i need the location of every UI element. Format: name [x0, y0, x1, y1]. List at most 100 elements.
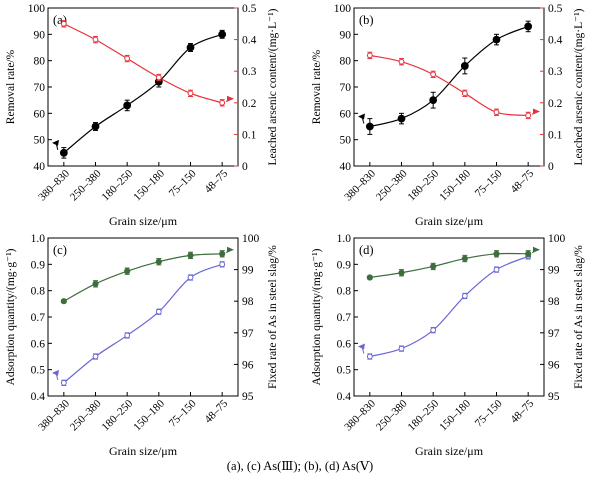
- left-tick-label: 70: [340, 82, 352, 94]
- right-tick-label: 98: [548, 296, 560, 308]
- data-point: [461, 90, 468, 97]
- right-tick-label: 0.3: [242, 66, 257, 78]
- series-line-1: [369, 25, 529, 128]
- data-point: [92, 36, 99, 43]
- right-tick-label: 95: [548, 391, 560, 403]
- left-tick-label: 0.4: [31, 391, 46, 403]
- data-point: [124, 268, 131, 275]
- left-tick-label: 0.5: [337, 365, 352, 377]
- left-tick-label: 0.6: [337, 338, 352, 350]
- data-point: [60, 379, 67, 386]
- right-tick-label: 0: [548, 161, 554, 173]
- left-tick-label: 90: [340, 29, 352, 41]
- data-point: [525, 250, 532, 257]
- left-tick-label: 0.7: [31, 312, 46, 324]
- chart-panel-4: 0.40.50.60.70.80.91.09596979899100380–83…: [311, 233, 585, 458]
- x-tick-label: 150–180: [131, 397, 167, 433]
- chart-panel-1: 40506070809010000.10.20.30.40.5380–83025…: [5, 3, 279, 228]
- data-point: [430, 71, 437, 78]
- left-tick-label: 100: [334, 3, 352, 15]
- x-tick-label: 48–75: [202, 397, 230, 425]
- chart-panel-2: 40506070809010000.10.20.30.40.5380–83025…: [311, 3, 585, 228]
- series-line-2: [63, 253, 223, 302]
- data-point: [186, 43, 195, 52]
- data-point: [59, 148, 68, 157]
- data-point: [429, 96, 438, 105]
- right-tick-label: 95: [242, 391, 254, 403]
- x-tick-label: 250–380: [68, 167, 104, 203]
- left-tick-label: 80: [34, 56, 46, 68]
- data-point: [60, 298, 67, 305]
- right-tick-label: 100: [548, 233, 566, 245]
- left-tick-label: 80: [340, 56, 352, 68]
- x-axis-label: Grain size/μm: [415, 214, 484, 228]
- left-tick-label: 90: [34, 29, 46, 41]
- data-point: [460, 62, 469, 70]
- right-tick-label: 0: [242, 161, 248, 173]
- data-point: [155, 308, 162, 315]
- data-point: [91, 122, 100, 131]
- data-point: [524, 22, 533, 31]
- series-line-2: [63, 23, 223, 104]
- series-line-1: [63, 33, 223, 154]
- x-tick-label: 180–250: [406, 397, 442, 433]
- left-tick-label: 50: [340, 135, 352, 147]
- data-point: [123, 101, 132, 110]
- data-point: [218, 30, 227, 39]
- x-tick-label: 250–380: [374, 167, 410, 203]
- right-tick-label: 98: [242, 296, 254, 308]
- data-point: [219, 261, 226, 268]
- data-point: [493, 250, 500, 257]
- axis-arrow-head: [358, 343, 365, 350]
- data-point: [398, 58, 405, 65]
- left-tick-label: 0.9: [337, 259, 352, 271]
- left-axis-label: Adsorption quantity/(mg·g⁻¹): [311, 248, 323, 385]
- data-point: [92, 280, 99, 287]
- right-tick-label: 97: [548, 328, 560, 340]
- axis-arrow-head: [533, 246, 540, 253]
- x-tick-label: 150–180: [131, 167, 167, 203]
- right-tick-label: 0.1: [242, 129, 257, 141]
- x-axis-label: Grain size/μm: [415, 444, 484, 458]
- data-point: [398, 345, 405, 352]
- right-axis-label: Fixed rate of As in steel slag/%: [267, 245, 279, 389]
- left-tick-label: 0.5: [31, 365, 46, 377]
- data-point: [493, 109, 500, 116]
- right-tick-label: 97: [242, 328, 254, 340]
- x-tick-label: 48–75: [202, 167, 230, 195]
- left-tick-label: 0.8: [31, 286, 46, 298]
- axis-arrow-head: [227, 246, 234, 253]
- x-axis-label: Grain size/μm: [109, 444, 178, 458]
- data-point: [461, 293, 468, 299]
- x-tick-label: 180–250: [100, 397, 136, 433]
- data-point: [365, 122, 374, 131]
- axis-arrow-head: [358, 113, 365, 120]
- data-point: [397, 114, 406, 123]
- left-tick-label: 0.9: [31, 259, 46, 271]
- data-point: [366, 52, 373, 59]
- data-point: [124, 55, 131, 62]
- data-point: [461, 255, 468, 262]
- right-axis-label: Fixed rate of As in steel slag/%: [573, 245, 585, 389]
- data-point: [430, 263, 437, 270]
- right-axis-label: Leached arsenic content/(mg·L⁻¹): [573, 8, 585, 165]
- right-axis-label: Leached arsenic content/(mg·L⁻¹): [267, 8, 279, 165]
- left-axis-label: Removal rate/%: [311, 49, 323, 124]
- x-tick-label: 48–75: [508, 167, 536, 195]
- data-point: [366, 353, 373, 360]
- axis-arrow-head: [533, 108, 540, 115]
- right-tick-label: 0.3: [548, 66, 563, 78]
- right-tick-label: 100: [242, 233, 260, 245]
- left-tick-label: 40: [34, 161, 46, 173]
- right-tick-label: 0.5: [242, 3, 257, 15]
- data-point: [124, 332, 131, 339]
- left-tick-label: 0.6: [31, 338, 46, 350]
- series-line-1: [63, 263, 223, 384]
- left-tick-label: 1.0: [337, 233, 352, 245]
- left-tick-label: 0.8: [337, 286, 352, 298]
- plot-frame: [353, 7, 545, 167]
- data-point: [219, 250, 226, 257]
- right-tick-label: 99: [242, 265, 254, 277]
- data-point: [430, 327, 437, 334]
